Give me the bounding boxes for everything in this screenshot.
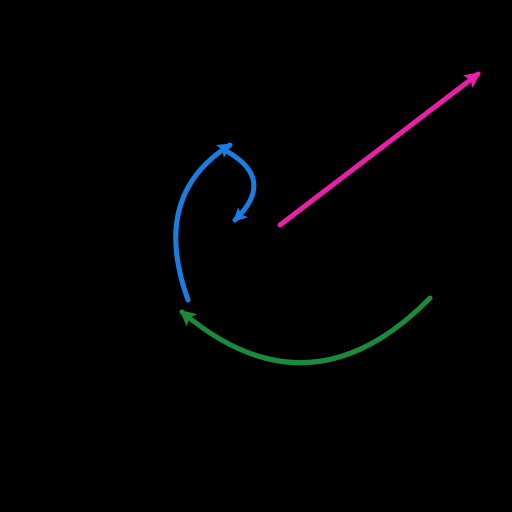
- green-arrow: [182, 298, 430, 363]
- arrow-diagram: [0, 0, 512, 512]
- blue-arrow-small: [228, 152, 254, 220]
- magenta-arrow: [280, 74, 478, 225]
- blue-arrow-large: [176, 145, 230, 300]
